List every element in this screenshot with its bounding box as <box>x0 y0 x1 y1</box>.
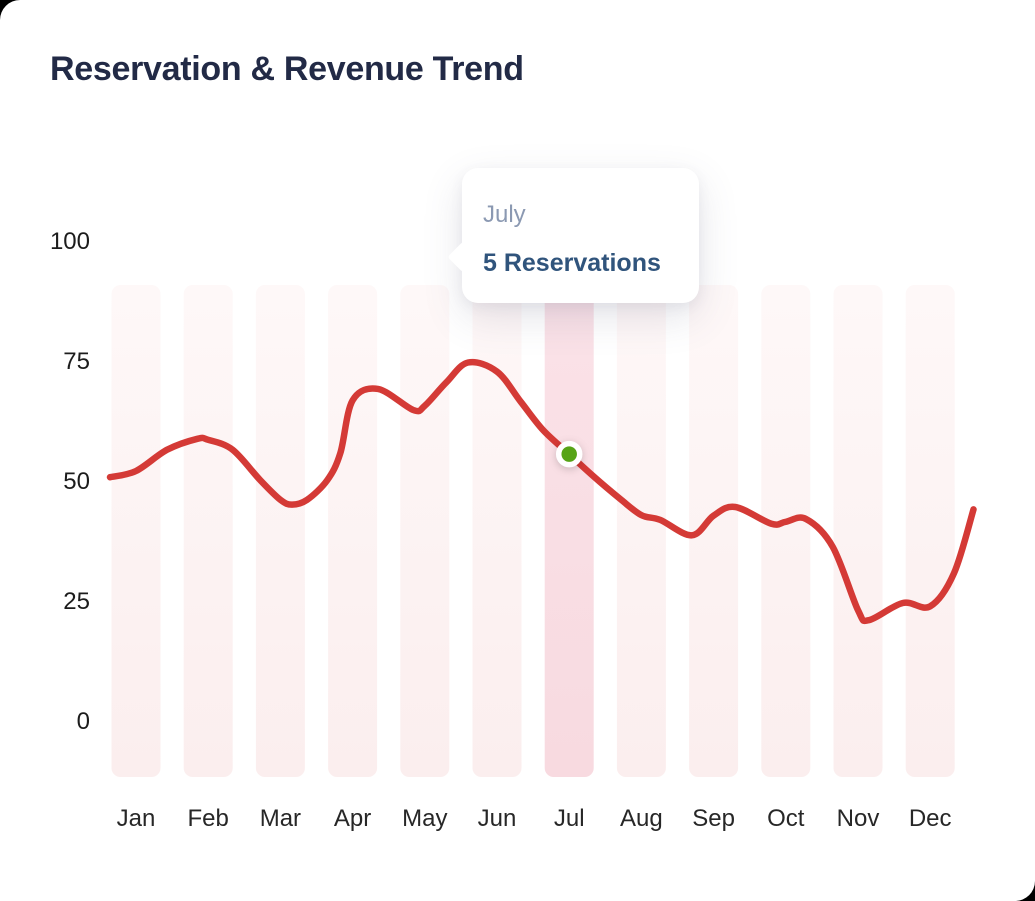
selected-point-marker[interactable] <box>555 440 583 468</box>
month-bar-may[interactable] <box>400 285 450 777</box>
month-bar-oct[interactable] <box>761 285 811 777</box>
month-bar-nov[interactable] <box>833 285 883 777</box>
tooltip-value-label: 5 Reservations <box>483 249 661 277</box>
tooltip-month-label: July <box>483 201 526 228</box>
month-bar-jan[interactable] <box>111 285 161 777</box>
month-bar-sep[interactable] <box>689 285 739 777</box>
month-bar-jul[interactable] <box>544 285 594 777</box>
trend-line[interactable] <box>106 358 977 625</box>
tooltip: July 5 Reservations <box>447 168 699 303</box>
month-bar-aug[interactable] <box>616 285 666 777</box>
page-title: Reservation & Revenue Trend <box>50 50 524 88</box>
month-bar-mar[interactable] <box>255 285 305 777</box>
month-bar-dec[interactable] <box>905 285 955 777</box>
month-bar-feb[interactable] <box>183 285 233 777</box>
month-bar-jun[interactable] <box>472 285 522 777</box>
month-bar-apr[interactable] <box>328 285 378 777</box>
